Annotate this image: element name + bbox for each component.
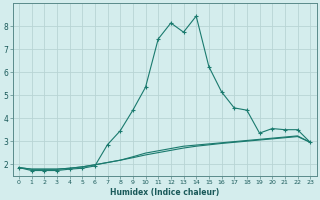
X-axis label: Humidex (Indice chaleur): Humidex (Indice chaleur) [110,188,219,197]
